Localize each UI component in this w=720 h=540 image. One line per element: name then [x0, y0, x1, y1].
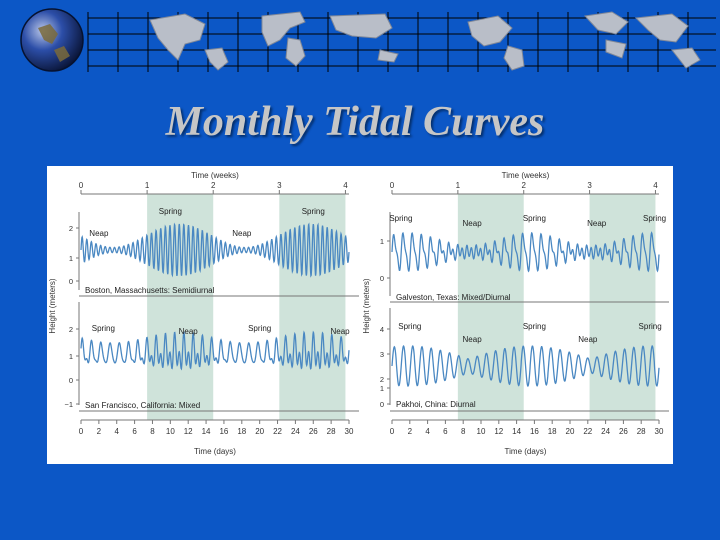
week-tick-label: 3 — [587, 181, 592, 190]
tide-curve-1-0 — [391, 231, 660, 273]
station-label-1-1: Pakhoi, China: Diurnal — [396, 400, 476, 409]
annotation-spring: Spring — [523, 214, 546, 223]
globe-icon — [20, 8, 84, 72]
y-tick-label: 0 — [69, 277, 73, 286]
week-tick-label: 2 — [521, 181, 526, 190]
y-tick-label: 0 — [69, 376, 73, 385]
week-tick-label: 4 — [653, 181, 658, 190]
annotation-spring: Spring — [92, 324, 115, 333]
bottom-axis-label-0: Time (days) — [194, 447, 236, 456]
annotation-spring: Spring — [639, 322, 662, 331]
y-tick-label: 0 — [380, 400, 384, 409]
y-tick-label: 2 — [69, 325, 73, 334]
annotation-neap: Neap — [232, 229, 252, 238]
day-tick-label: 0 — [390, 427, 395, 436]
day-tick-label: 22 — [273, 427, 282, 436]
bottom-axis-label-1: Time (days) — [505, 447, 547, 456]
day-tick-label: 2 — [408, 427, 413, 436]
y-tick-label: 1 — [69, 254, 73, 263]
y-axis-label-0: Height (meters) — [48, 278, 57, 333]
station-label-1-0: Galveston, Texas: Mixed/Diurnal — [396, 293, 511, 302]
annotation-spring: Spring — [643, 214, 666, 223]
annotation-spring: Spring — [302, 207, 325, 216]
day-tick-label: 18 — [237, 427, 246, 436]
world-map-header — [20, 8, 716, 72]
y-axis-label-1: Height (meters) — [362, 278, 371, 333]
day-tick-label: 8 — [461, 427, 466, 436]
day-tick-label: 20 — [566, 427, 575, 436]
y-tick-label: −1 — [64, 400, 73, 409]
day-tick-label: 12 — [184, 427, 193, 436]
annotation-neap: Neap — [89, 229, 109, 238]
day-tick-label: 12 — [494, 427, 503, 436]
annotation-neap: Neap — [463, 219, 483, 228]
y-tick-label: 1 — [69, 352, 73, 361]
day-tick-label: 14 — [202, 427, 211, 436]
day-tick-label: 24 — [291, 427, 300, 436]
day-tick-label: 8 — [150, 427, 155, 436]
day-tick-label: 24 — [601, 427, 610, 436]
week-tick-label: 3 — [277, 181, 282, 190]
annotation-neap: Neap — [587, 219, 607, 228]
week-tick-label: 1 — [145, 181, 150, 190]
shaded-band-1-0 — [457, 194, 524, 420]
week-tick-label: 1 — [456, 181, 461, 190]
day-tick-label: 26 — [619, 427, 628, 436]
shaded-band-1-1 — [589, 194, 656, 420]
annotation-neap: Neap — [463, 335, 483, 344]
y-tick-label: 0 — [380, 274, 384, 283]
day-tick-label: 16 — [530, 427, 539, 436]
y-tick-label: 2 — [69, 224, 73, 233]
day-tick-label: 28 — [327, 427, 336, 436]
day-tick-label: 28 — [637, 427, 646, 436]
week-tick-label: 2 — [211, 181, 216, 190]
annotation-neap: Neap — [578, 335, 598, 344]
tide-curve-0-0 — [80, 222, 350, 278]
top-axis-label-1: Time (weeks) — [502, 171, 550, 180]
annotation-spring: Spring — [398, 322, 421, 331]
day-tick-label: 20 — [255, 427, 264, 436]
day-tick-label: 22 — [583, 427, 592, 436]
day-tick-label: 6 — [132, 427, 137, 436]
tide-curve-0-1 — [80, 330, 350, 371]
annotation-spring: Spring — [523, 322, 546, 331]
y-tick-label: 4 — [380, 325, 384, 334]
annotation-spring: Spring — [389, 214, 412, 223]
day-tick-label: 0 — [79, 427, 84, 436]
day-tick-label: 2 — [97, 427, 102, 436]
day-tick-label: 4 — [115, 427, 120, 436]
y-tick-label: 1 — [380, 237, 384, 246]
continent-shapes — [149, 11, 701, 71]
y-tick-label: 1 — [380, 384, 384, 393]
tidal-figure: Time (weeks) 0 1 2 3 4 0 2 4 6 8 10 12 14 16 18 20 22 24 26… — [47, 166, 673, 464]
day-tick-label: 30 — [345, 427, 354, 436]
day-tick-label: 26 — [309, 427, 318, 436]
day-tick-label: 4 — [425, 427, 430, 436]
annotation-neap: Neap — [179, 327, 199, 336]
annotation-spring: Spring — [159, 207, 182, 216]
tide-curve-1-1 — [391, 344, 660, 388]
week-tick-label: 0 — [79, 181, 84, 190]
y-tick-label: 2 — [380, 375, 384, 384]
day-tick-label: 18 — [548, 427, 557, 436]
annotation-spring: Spring — [248, 324, 271, 333]
week-tick-label: 4 — [343, 181, 348, 190]
station-label-0-1: San Francisco, California: Mixed — [85, 401, 200, 410]
day-tick-label: 14 — [512, 427, 521, 436]
y-tick-label: 3 — [380, 350, 384, 359]
annotation-neap: Neap — [331, 327, 351, 336]
day-tick-label: 16 — [219, 427, 228, 436]
tidal-chart: Time (weeks)0 1 2 3 40 2 4 6 8 10 12 14 16 18 20 22 24 26… — [48, 171, 669, 456]
slide-title: Monthly Tidal Curves — [165, 99, 545, 145]
day-tick-label: 10 — [166, 427, 175, 436]
day-tick-label: 10 — [477, 427, 486, 436]
top-axis-label-0: Time (weeks) — [191, 171, 239, 180]
day-tick-label: 30 — [655, 427, 664, 436]
week-tick-label: 0 — [390, 181, 395, 190]
station-label-0-0: Boston, Massachusetts: Semidiurnal — [85, 286, 215, 295]
day-tick-label: 6 — [443, 427, 448, 436]
